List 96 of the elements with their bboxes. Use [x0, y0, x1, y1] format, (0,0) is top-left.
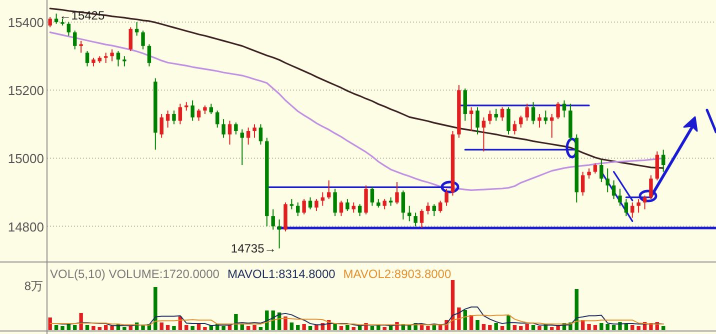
candlestick — [252, 124, 256, 138]
candlestick — [196, 108, 201, 122]
candlestick — [624, 198, 628, 217]
candlestick — [234, 122, 238, 135]
candlestick — [562, 100, 566, 118]
candlestick — [382, 198, 386, 210]
candlestick — [463, 88, 467, 122]
candlestick — [308, 196, 312, 210]
candlestick — [128, 26, 132, 52]
candlestick — [290, 198, 294, 210]
candlestick — [333, 188, 337, 217]
candlestick — [190, 100, 194, 122]
candlestick — [314, 198, 318, 212]
candlestick — [525, 103, 529, 122]
candlestick — [612, 180, 616, 200]
candlestick — [339, 200, 344, 217]
text: MAVOL1:8314.8000 — [227, 267, 336, 281]
candlestick — [512, 120, 517, 135]
y-tick-label: 15000 — [8, 151, 44, 166]
candlestick — [630, 202, 634, 218]
candlestick — [134, 22, 139, 36]
candlestick — [600, 159, 604, 183]
candlestick — [160, 113, 164, 138]
candlestick — [519, 115, 523, 128]
candlestick — [432, 204, 436, 217]
candlestick — [580, 171, 585, 196]
y-tick-label: 14800 — [8, 219, 44, 234]
candlestick — [661, 149, 666, 172]
annotation: 14735→ — [230, 241, 276, 256]
candlestick — [587, 168, 591, 180]
candlestick — [618, 188, 622, 206]
candlestick — [79, 40, 83, 54]
candlestick — [649, 174, 653, 200]
candlestick — [494, 108, 498, 122]
candlestick — [246, 127, 250, 146]
text: 8万 — [24, 279, 43, 293]
candlestick — [296, 202, 300, 217]
candlestick — [166, 110, 170, 128]
candlestick — [147, 44, 152, 67]
candlestick — [500, 106, 504, 122]
candlestick — [326, 180, 331, 200]
candlestick — [593, 162, 598, 174]
y-tick-label: 15200 — [8, 83, 44, 98]
candlestick — [488, 110, 492, 125]
candlestick — [228, 120, 232, 146]
y-tick-label: 15400 — [8, 15, 44, 30]
candlestick — [48, 16, 52, 28]
candlestick — [346, 198, 350, 212]
candlestick — [66, 22, 71, 36]
candlestick — [482, 116, 486, 152]
candlestick — [116, 50, 120, 67]
candlestick — [655, 150, 660, 181]
candlestick — [122, 56, 126, 67]
text: MAVOL2:8903.8000 — [343, 267, 452, 281]
candlestick — [556, 102, 560, 120]
candlestick — [271, 208, 275, 230]
candlestick — [550, 113, 554, 138]
candlestick — [209, 103, 214, 114]
candlestick — [104, 52, 108, 64]
candlestick — [222, 118, 226, 138]
candlestick — [364, 184, 368, 215]
annotation: ←15425 — [59, 8, 105, 23]
candlestick — [506, 106, 510, 135]
candlestick — [172, 110, 176, 125]
line-series — [49, 8, 664, 169]
candlestick — [438, 200, 442, 214]
candlestick — [240, 128, 244, 166]
candlestick — [215, 110, 220, 128]
candlestick — [358, 204, 362, 217]
candlestick — [141, 30, 145, 50]
candlestick — [302, 198, 306, 215]
candlestick — [85, 50, 90, 67]
candlestick — [414, 212, 418, 227]
candlestick — [636, 198, 640, 214]
candlestick — [395, 182, 399, 205]
candlestick — [110, 48, 114, 62]
candlestick — [538, 113, 542, 128]
candlestick — [444, 188, 448, 206]
candlestick — [469, 106, 474, 132]
candlestick — [178, 103, 182, 125]
candlestick — [258, 124, 263, 146]
candlestick — [73, 30, 77, 50]
candlestick — [531, 102, 536, 125]
candlestick — [54, 13, 58, 24]
candlestick — [642, 195, 647, 210]
candlestick — [426, 202, 430, 215]
candlestick — [476, 106, 480, 135]
candlestick — [420, 208, 424, 228]
candlestick — [544, 110, 548, 125]
candlestick — [352, 202, 356, 214]
candlestick — [408, 205, 412, 222]
candlestick — [370, 186, 374, 206]
candlestick — [606, 168, 610, 193]
candlestick — [401, 190, 406, 220]
candlestick — [320, 192, 325, 206]
chart-title: VOL(5,10) VOLUME:1720.0000 — [50, 267, 220, 281]
